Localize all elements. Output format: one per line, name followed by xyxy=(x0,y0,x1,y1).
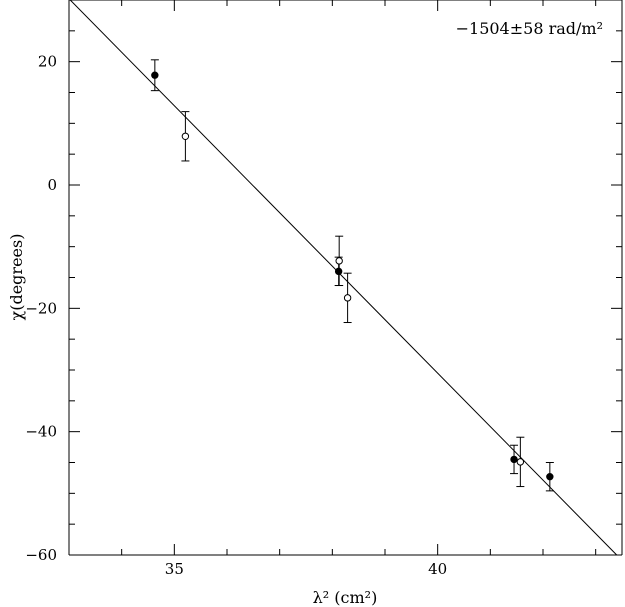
data-point-filled xyxy=(546,472,554,481)
tick-labels: 35 40 −60 −40 −20 0 20 xyxy=(25,53,447,578)
data-point-filled xyxy=(510,455,518,464)
data-point-filled xyxy=(151,71,159,79)
y-tick-label: −20 xyxy=(25,299,57,317)
rotation-measure-annotation: −1504±58 rad/m² xyxy=(456,19,603,38)
y-tick-label: −40 xyxy=(25,423,57,441)
data-point-open xyxy=(516,458,525,466)
data-point-open xyxy=(335,257,343,265)
x-tick-label: 35 xyxy=(165,560,184,578)
y-tick-label: −60 xyxy=(25,546,57,564)
x-axis-label: λ² (cm²) xyxy=(313,588,378,607)
data-point-open xyxy=(181,132,190,140)
data-point-filled xyxy=(334,267,343,276)
y-axis-label: χ(degrees) xyxy=(7,234,26,321)
x-tick-label: 40 xyxy=(428,560,447,578)
y-tick-label: 0 xyxy=(47,176,57,194)
data-points xyxy=(150,59,554,492)
fit-line xyxy=(69,0,618,556)
y-tick-label: 20 xyxy=(38,53,57,71)
axis-ticks xyxy=(68,0,622,556)
data-point-open xyxy=(343,294,352,302)
